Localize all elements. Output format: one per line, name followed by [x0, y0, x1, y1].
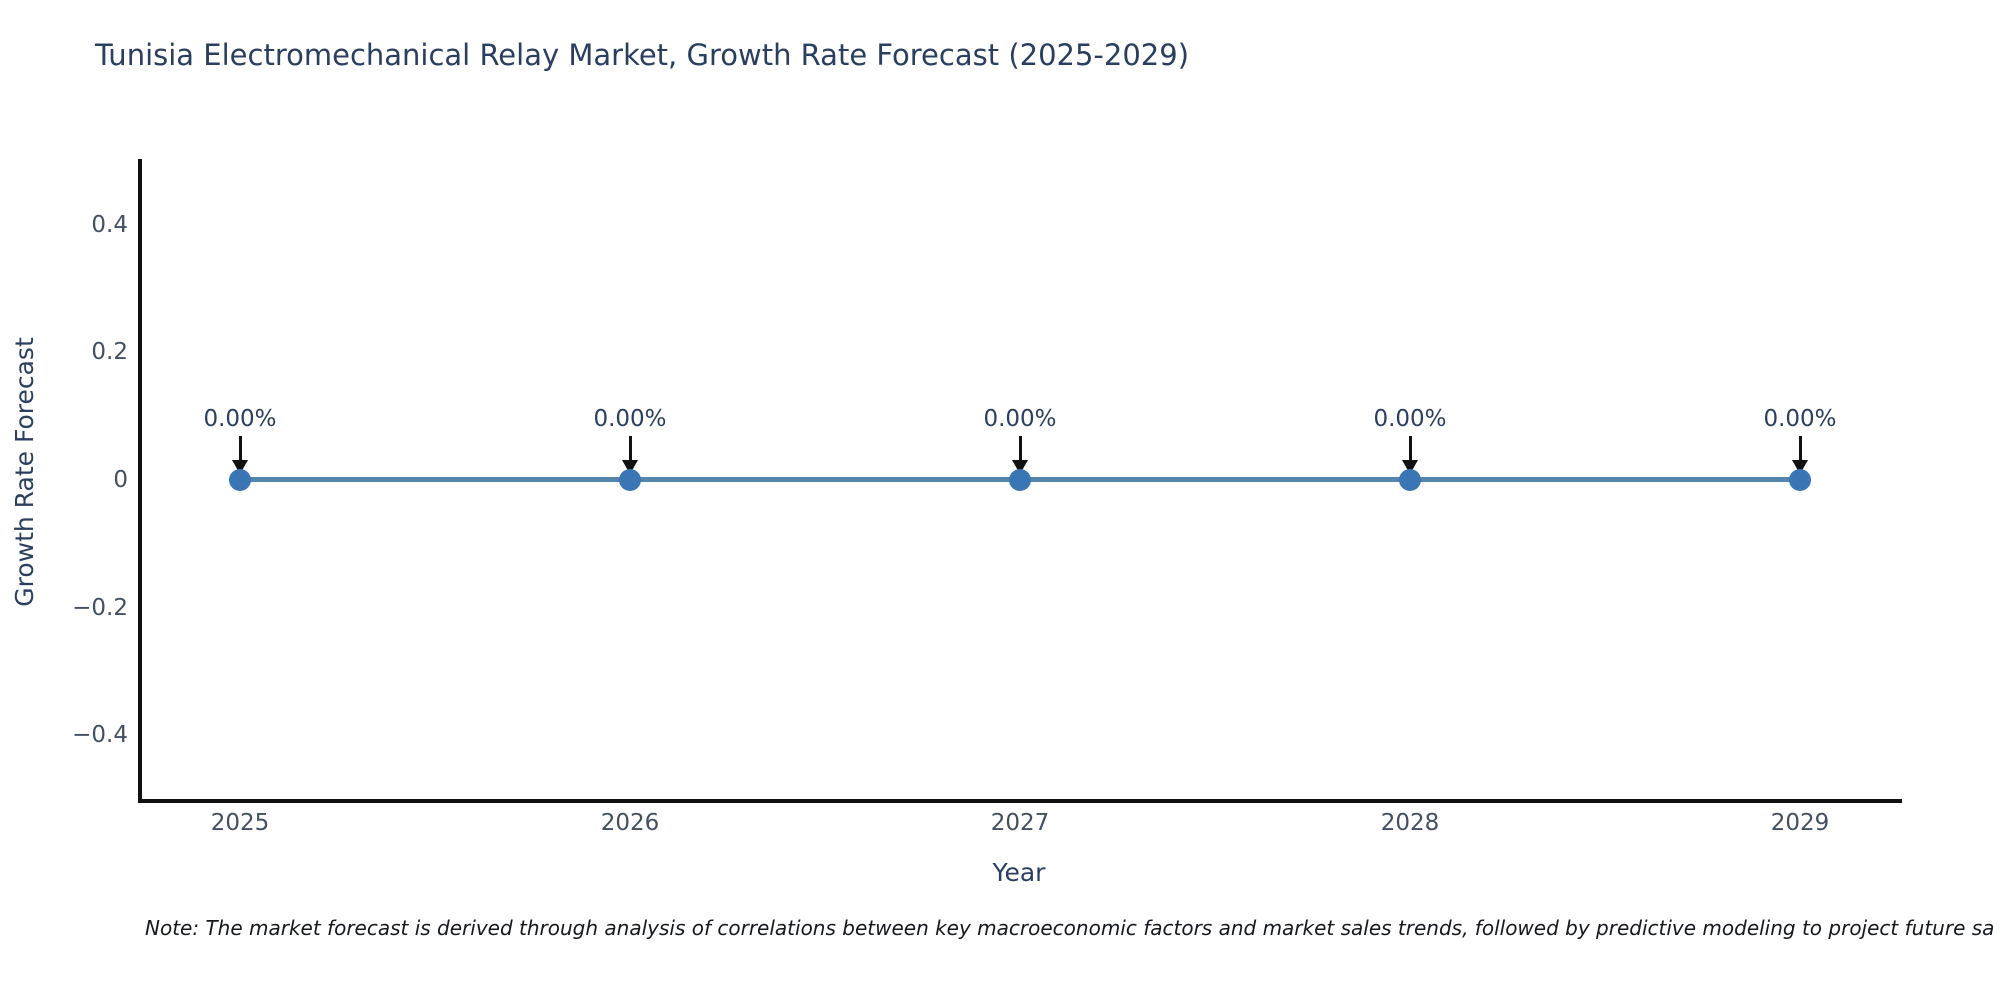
- y-tick-label: 0.2: [91, 339, 128, 366]
- x-tick-label: 2029: [1770, 810, 1830, 836]
- annotation-arrow-stem: [1409, 436, 1412, 462]
- point-annotation-label: 0.00%: [1763, 406, 1837, 432]
- x-tick-label: 2026: [600, 810, 660, 836]
- data-point-marker: [619, 469, 641, 491]
- annotation-arrow-stem: [1019, 436, 1022, 462]
- x-tick-label: 2025: [210, 810, 270, 836]
- plot-area: [138, 159, 1902, 803]
- x-tick-label: 2027: [990, 810, 1050, 836]
- annotation-arrow-stem: [1799, 436, 1802, 462]
- data-point-marker: [229, 469, 251, 491]
- y-tick-label: 0: [113, 467, 128, 493]
- data-point-marker: [1789, 469, 1811, 491]
- chart-title: Tunisia Electromechanical Relay Market, …: [95, 38, 1190, 72]
- point-annotation-label: 0.00%: [1373, 406, 1447, 432]
- x-axis-title: Year: [992, 858, 1046, 887]
- point-annotation-label: 0.00%: [203, 406, 277, 432]
- data-point-marker: [1399, 469, 1421, 491]
- point-annotation-label: 0.00%: [983, 406, 1057, 432]
- annotation-arrow-stem: [629, 436, 632, 462]
- point-annotation-label: 0.00%: [593, 406, 667, 432]
- x-tick-label: 2028: [1380, 810, 1440, 836]
- annotation-arrow-stem: [239, 436, 242, 462]
- y-tick-label: 0.4: [91, 211, 128, 238]
- y-tick-label: −0.4: [72, 722, 128, 749]
- data-point-marker: [1009, 469, 1031, 491]
- footnote: Note: The market forecast is derived thr…: [145, 916, 1995, 940]
- y-tick-label: −0.2: [72, 594, 128, 621]
